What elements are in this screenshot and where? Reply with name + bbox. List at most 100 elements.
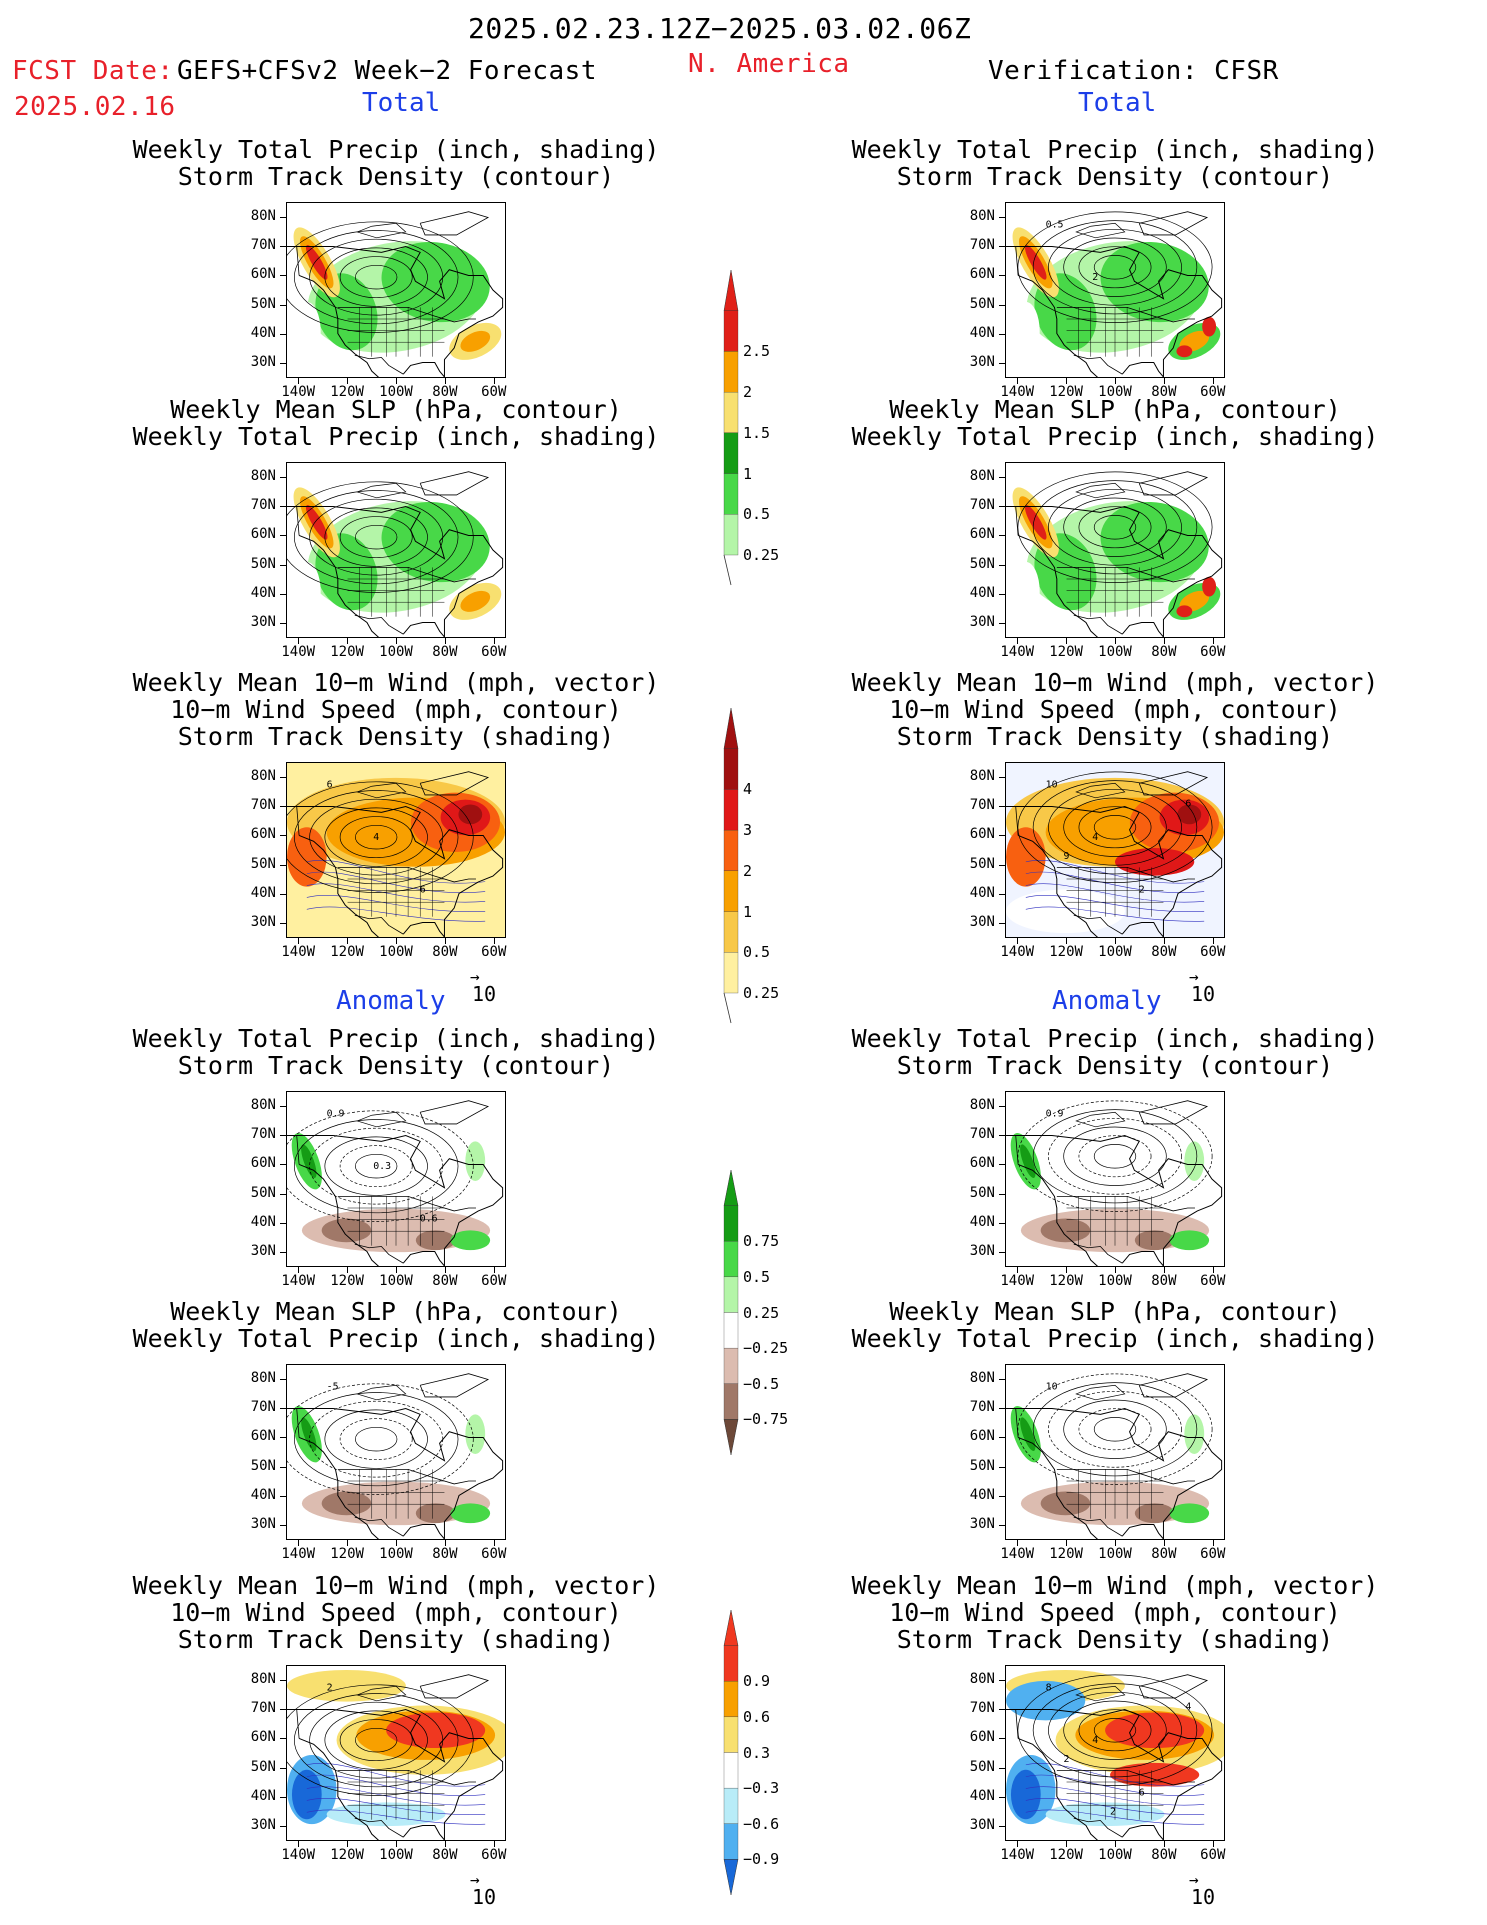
lat-tick [999, 1135, 1005, 1136]
contour-label: 0.9 [327, 1109, 345, 1120]
colorbar-segment [723, 1716, 739, 1753]
colorbar-label: −0.3 [743, 1779, 780, 1798]
lat-label: 40N [250, 885, 276, 901]
lon-tick [1115, 938, 1116, 944]
lon-label: 100W [1098, 1847, 1132, 1863]
lat-label: 70N [969, 1700, 995, 1716]
vector-reference: → 10 [1189, 969, 1215, 1007]
lon-tick [298, 1841, 300, 1847]
lat-tick [999, 1252, 1005, 1254]
lat-label: 80N [250, 207, 276, 224]
colorbar-segment [723, 1787, 739, 1824]
contour-label: 2 [1063, 1754, 1069, 1765]
lat-tick [280, 564, 286, 566]
lat-label: 50N [969, 855, 995, 872]
vector-arrow-icon: → [470, 967, 480, 986]
lat-label: 60N [969, 526, 995, 543]
lon-tick [1115, 638, 1116, 644]
map-t-ver-slp [1005, 462, 1225, 638]
lat-tick [999, 246, 1005, 247]
lon-label: 140W [1000, 1273, 1035, 1289]
lat-label: 30N [969, 1817, 995, 1834]
lat-tick [999, 923, 1005, 925]
lat-tick [280, 1767, 286, 1769]
section-total-right: Total [1078, 88, 1157, 118]
colorbar-anomaly-precip: 0.75 0.5 0.25 −0.25 −0.5 −0.75 [723, 1169, 788, 1459]
colorbar-segment [723, 351, 739, 393]
lat-tick [280, 216, 286, 218]
panel-title-line: Storm Track Density (contour) [177, 162, 615, 191]
lon-label: 80W [432, 384, 458, 400]
lat-tick [280, 806, 286, 807]
contour-label: 2 [1139, 885, 1145, 896]
lat-tick [280, 1738, 286, 1740]
lat-tick [999, 275, 1005, 277]
panel-title-line: Storm Track Density (shading) [896, 1625, 1334, 1654]
panel-title-line: Weekly Mean SLP (hPa, contour) [889, 395, 1341, 424]
lon-label: 100W [1098, 384, 1132, 400]
panel-title-line: 10−m Wind Speed (mph, contour) [170, 695, 622, 724]
lat-label: 80N [250, 1369, 276, 1386]
lat-label: 60N [969, 1155, 995, 1172]
lon-label: 120W [1049, 944, 1083, 960]
lat-label: 80N [250, 467, 276, 484]
map-a-fc-slp: -5 [286, 1364, 506, 1540]
lon-label: 120W [330, 1273, 364, 1289]
lon-tick [444, 1841, 446, 1847]
lat-label: 80N [969, 1096, 995, 1113]
contour-label: 10 [1046, 1382, 1058, 1393]
lat-tick [999, 1105, 1005, 1107]
lat-tick [280, 923, 286, 925]
lat-label: 70N [969, 1399, 995, 1415]
lon-tick [396, 1540, 397, 1546]
lat-tick [280, 1466, 286, 1468]
colorbar-segment [723, 514, 739, 556]
lat-tick [999, 594, 1005, 595]
panel-title-line: 10−m Wind Speed (mph, contour) [170, 1598, 622, 1627]
map-svg: 0.9 0.3 0.6 [287, 1100, 504, 1266]
lat-label: 70N [969, 797, 995, 813]
map-a-ver-precip: 0.9 [1005, 1091, 1225, 1267]
lon-tick [1017, 638, 1019, 644]
lat-tick [999, 623, 1005, 625]
lat-label: 80N [969, 1369, 995, 1386]
lon-tick [1163, 1540, 1165, 1546]
colorbar-total-precip: 2.5 2 1.5 1 0.5 0.25 [723, 269, 779, 591]
lat-tick [999, 1826, 1005, 1828]
contour-label: 4 [1092, 832, 1098, 843]
lat-tick [999, 564, 1005, 566]
lon-tick [1212, 1841, 1214, 1847]
lon-tick [1066, 1267, 1068, 1273]
lon-tick [493, 938, 495, 944]
lat-label: 30N [969, 614, 995, 631]
panel-title-line: Weekly Total Precip (inch, shading) [132, 1324, 660, 1353]
colorbar-segment [723, 748, 739, 790]
lat-tick [280, 1164, 286, 1166]
panel-title-a-ver-wind: Weekly Mean 10−m Wind (mph, vector) 10−m … [815, 1572, 1415, 1653]
lon-label: 60W [1200, 1273, 1226, 1289]
lon-tick [1163, 1841, 1165, 1847]
map-a-fc-precip: 0.9 0.3 0.6 [286, 1091, 506, 1267]
colorbar-total-storm-density: 4 3 2 1 0.5 0.25 [723, 707, 779, 1029]
lat-label: 70N [250, 797, 276, 813]
lon-label: 140W [281, 1847, 316, 1863]
colorbar-top-cap [723, 707, 739, 749]
colorbar-label: 1 [743, 464, 753, 483]
colorbar-label: −0.75 [743, 1410, 789, 1429]
panel-title-line: Weekly Mean 10−m Wind (mph, vector) [851, 668, 1379, 697]
lat-label: 60N [250, 1729, 276, 1746]
lon-tick [1066, 638, 1068, 644]
colorbar-segment [723, 310, 739, 352]
lon-label: 60W [481, 1273, 507, 1289]
lon-tick [1017, 938, 1019, 944]
lon-label: 140W [281, 384, 316, 400]
colorbar-label: 0.5 [743, 505, 771, 524]
colorbar-label: 0.25 [743, 546, 780, 564]
lon-label: 60W [1200, 1546, 1226, 1562]
verification-label: Verification: CFSR [988, 56, 1279, 86]
lon-label: 100W [1098, 644, 1132, 660]
colorbar-segment [723, 473, 739, 515]
lat-label: 50N [250, 1184, 276, 1201]
lat-label: 40N [969, 1487, 995, 1503]
lon-tick [1163, 638, 1165, 644]
